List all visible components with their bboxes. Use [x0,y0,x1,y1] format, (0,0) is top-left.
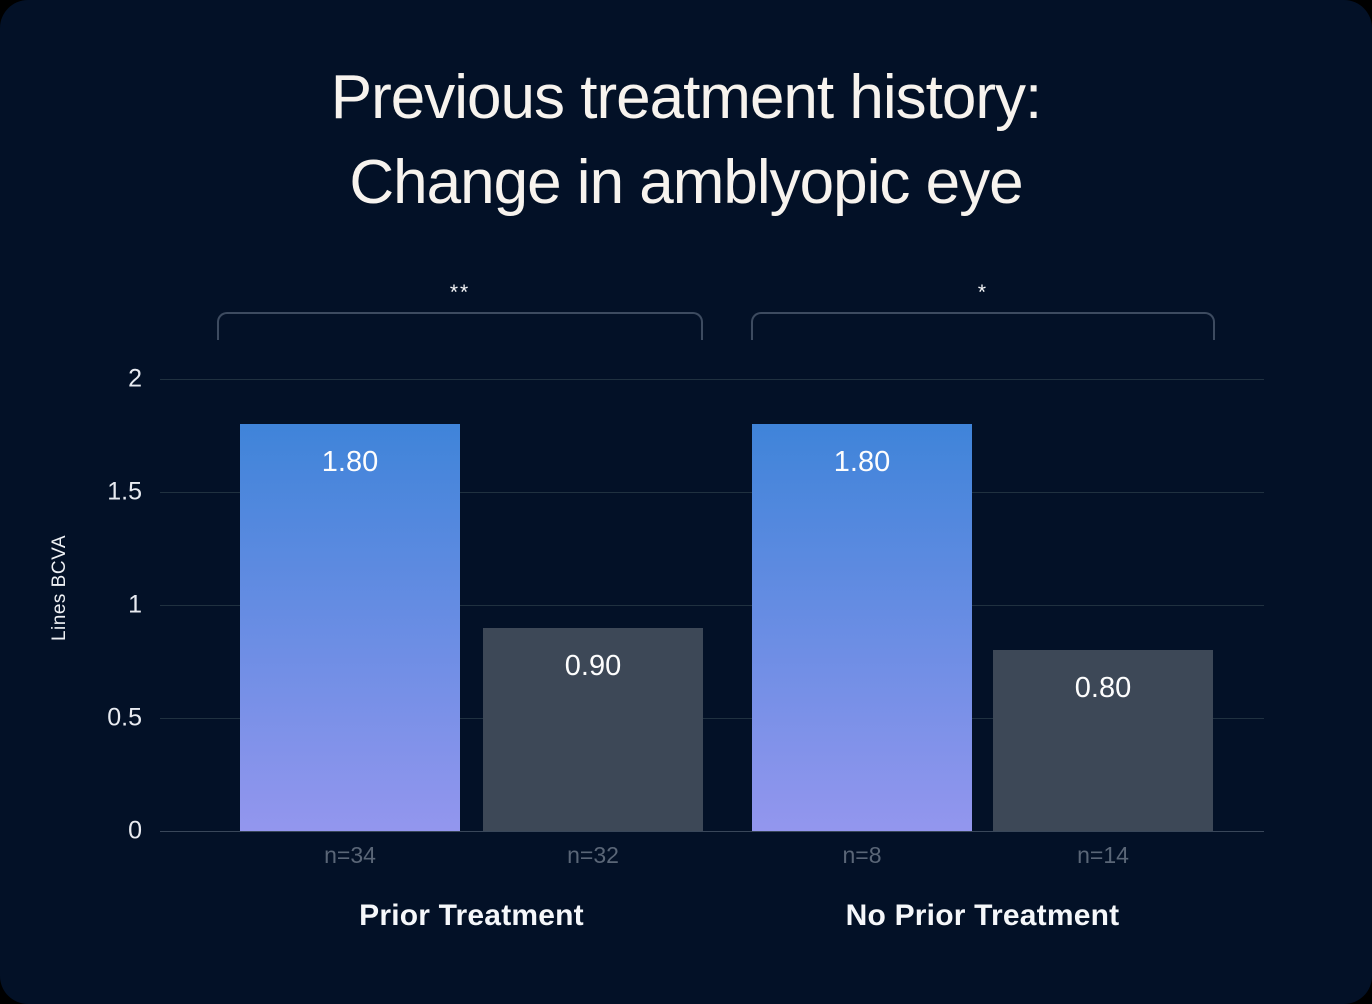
x-category-label-1: Prior Treatment [359,899,584,932]
sample-size-label: n=32 [567,842,619,868]
gridline-1 [160,605,1264,606]
y-axis-title: Lines BCVA [49,534,70,642]
bar-value-label: 1.80 [321,446,379,479]
bar-group2-2: 0.80 [993,650,1213,831]
plot-area: 1.80 0.90 1.80 0.80 [160,379,1264,832]
gridline-1.5 [160,492,1264,493]
sample-size-label: n=34 [324,842,376,868]
y-tick-label-0: 0 [128,816,142,845]
chart-title: Previous treatment history: Change in am… [0,56,1372,226]
x-category-label-2: No Prior Treatment [845,899,1120,932]
y-tick-label-0.5: 0.5 [107,703,142,732]
sample-size-label: n=8 [842,842,882,868]
significance-label-prior-treatment: ** [449,281,471,304]
y-tick-label-1.5: 1.5 [107,477,142,506]
bar-value-label: 1.80 [833,446,891,479]
y-tick-label-1: 1 [128,590,142,619]
significance-bracket-no-prior-treatment [751,312,1215,340]
significance-label-no-prior-treatment: * [977,281,989,304]
y-tick-label-2: 2 [128,364,142,393]
gridline-2 [160,379,1264,380]
x-axis-baseline [160,831,1264,832]
significance-bracket-prior-treatment [217,312,703,340]
bar-group1-1: 1.80 [240,424,460,831]
sample-size-label: n=14 [1077,842,1129,868]
bar-value-label: 0.80 [1074,672,1132,705]
chart-title-line-2: Change in amblyopic eye [349,147,1023,217]
gridline-0.5 [160,718,1264,719]
bar-value-label: 0.90 [564,649,622,682]
bar-group1-2: 0.90 [483,627,703,831]
bar-group2-1: 1.80 [752,424,972,831]
chart-title-line-1: Previous treatment history: [330,63,1042,132]
